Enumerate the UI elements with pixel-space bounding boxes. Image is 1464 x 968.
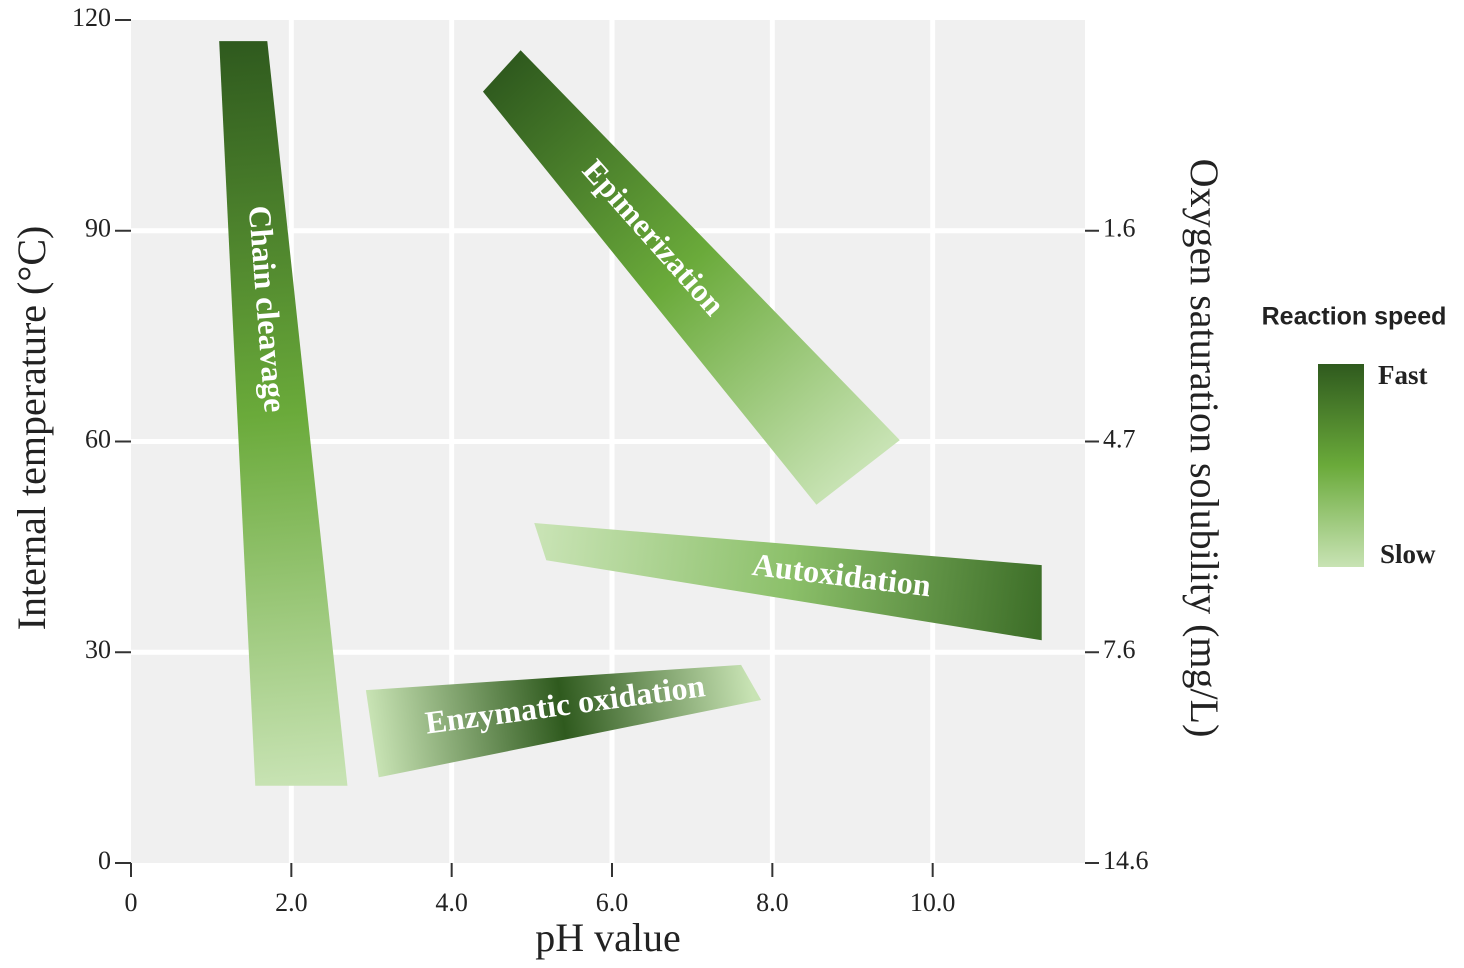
x-tick-label: 4.0 [435, 888, 468, 917]
x-tick-label: 2.0 [275, 888, 308, 917]
legend-low-label: Slow [1380, 539, 1436, 569]
page: {"chart_data": { "type": "band", "x_labe… [0, 0, 1464, 968]
y-tick-label: 60 [85, 424, 111, 453]
y2-tick-label: 14.6 [1103, 846, 1149, 875]
chart: pH value Internal temperature (°C) Oxyge… [0, 0, 1464, 968]
x-axis-title: pH value [535, 915, 681, 960]
y-tick-label: 30 [85, 635, 111, 664]
legend-colorbar [1318, 364, 1364, 567]
y-axis-title: Internal temperature (°C) [9, 226, 54, 631]
x-tick-label: 0 [125, 888, 138, 917]
x-tick-label: 8.0 [756, 888, 789, 917]
y2-tick-label: 4.7 [1103, 424, 1136, 453]
y2-axis-title: Oxygen saturation solubility (mg/L) [1182, 159, 1227, 738]
y-tick-label: 0 [98, 846, 111, 875]
y-tick-label: 120 [72, 3, 111, 32]
legend-title: Reaction speed [1262, 303, 1447, 331]
legend-high-label: Fast [1378, 360, 1428, 390]
y-tick-label: 90 [85, 214, 111, 243]
y2-tick-label: 1.6 [1103, 214, 1136, 243]
y2-tick-label: 7.6 [1103, 635, 1136, 664]
x-tick-label: 6.0 [596, 888, 629, 917]
x-tick-label: 10.0 [910, 888, 956, 917]
